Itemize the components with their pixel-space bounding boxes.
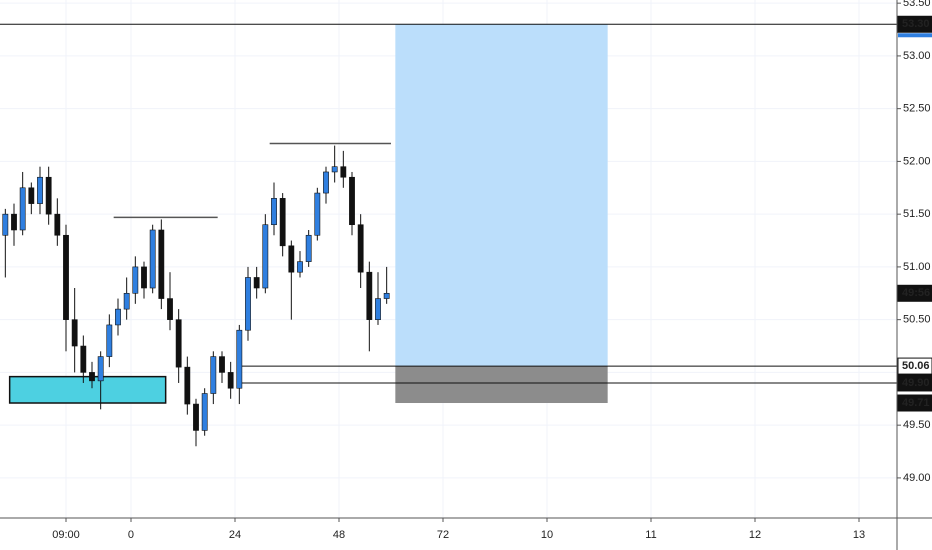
candle-body bbox=[262, 224, 269, 289]
candle-body bbox=[245, 277, 251, 331]
candle-body bbox=[219, 356, 225, 373]
candle-body bbox=[115, 308, 121, 326]
candle-body bbox=[305, 234, 312, 262]
candle-body bbox=[71, 319, 78, 347]
stop-label: 49.71 bbox=[902, 397, 930, 409]
line-label-bg bbox=[897, 374, 932, 392]
candle-body bbox=[331, 166, 338, 173]
x-tick-label: 24 bbox=[229, 529, 241, 541]
candle-body bbox=[80, 345, 87, 373]
x-tick-label: 0 bbox=[128, 529, 134, 541]
candle-body bbox=[158, 229, 165, 299]
x-tick-label: 48 bbox=[333, 529, 345, 541]
candle-body bbox=[11, 213, 17, 231]
y-tick-label: 51.00 bbox=[903, 261, 931, 273]
candle-body bbox=[2, 213, 9, 236]
candle-body bbox=[28, 187, 35, 204]
candle-body bbox=[297, 261, 303, 273]
line-label: 49.90 bbox=[902, 377, 930, 389]
candle-body bbox=[97, 356, 104, 382]
candle-body bbox=[314, 192, 321, 236]
y-tick-label: 51.50 bbox=[903, 208, 931, 220]
candle-body bbox=[288, 245, 295, 273]
candle-body bbox=[357, 224, 364, 273]
profit-zone bbox=[395, 24, 608, 367]
candle-body bbox=[123, 292, 130, 310]
candle-body bbox=[236, 329, 243, 389]
plot bbox=[0, 23, 897, 447]
candle-body bbox=[271, 198, 277, 226]
candle-body bbox=[323, 171, 329, 194]
countdown-label: 49:56 bbox=[902, 287, 930, 299]
candle-body bbox=[210, 356, 217, 394]
candle-body bbox=[54, 213, 61, 236]
entry-label: 50.06 bbox=[902, 360, 930, 372]
candle-body bbox=[366, 271, 373, 320]
candle-body bbox=[227, 372, 234, 389]
y-tick-label: 53.50 bbox=[903, 0, 931, 9]
candle-body bbox=[279, 198, 286, 247]
candle-body bbox=[45, 176, 52, 215]
candle-body bbox=[175, 319, 182, 368]
candle-body bbox=[89, 372, 95, 382]
stop-label-bg bbox=[897, 394, 932, 412]
y-tick-label: 52.50 bbox=[903, 103, 931, 115]
candle-body bbox=[37, 176, 43, 204]
candle-body bbox=[167, 298, 173, 320]
countdown-label-bg bbox=[897, 284, 932, 302]
candle-body bbox=[149, 229, 156, 289]
y-tick-label: 52.00 bbox=[903, 155, 931, 167]
target-label: 53.30 bbox=[902, 18, 930, 30]
x-tick-label: 11 bbox=[645, 529, 656, 541]
y-tick-label: 49.50 bbox=[903, 419, 931, 431]
candle-body bbox=[106, 324, 113, 357]
candle-body bbox=[184, 366, 191, 405]
x-tick-label: 13 bbox=[853, 529, 865, 541]
loss-zone bbox=[395, 366, 608, 404]
x-tick-label: 10 bbox=[541, 529, 553, 541]
x-tick-label: 09:00 bbox=[52, 529, 80, 541]
target-label-bg bbox=[897, 15, 932, 33]
y-tick-label: 50.50 bbox=[903, 314, 931, 326]
candle-body bbox=[63, 234, 69, 320]
candle-body bbox=[349, 176, 355, 226]
candle-body bbox=[375, 298, 381, 320]
candle-body bbox=[19, 187, 26, 231]
candle-body bbox=[383, 292, 390, 299]
candle-body bbox=[340, 166, 347, 178]
axes: 49.0049.5050.0050.5051.0051.5052.0052.50… bbox=[52, 0, 932, 541]
x-tick-label: 72 bbox=[437, 529, 449, 541]
x-tick-label: 12 bbox=[749, 529, 761, 541]
candle-body bbox=[141, 266, 147, 289]
candle-body bbox=[253, 277, 260, 289]
y-tick-label: 49.00 bbox=[903, 472, 931, 484]
support-zone bbox=[8, 375, 167, 404]
candle-body bbox=[193, 403, 199, 431]
target-marker bbox=[898, 33, 932, 38]
candle-body bbox=[201, 393, 208, 431]
candle-body bbox=[132, 266, 139, 294]
entry-label-bg bbox=[897, 357, 932, 375]
y-tick-label: 53.00 bbox=[903, 50, 931, 62]
